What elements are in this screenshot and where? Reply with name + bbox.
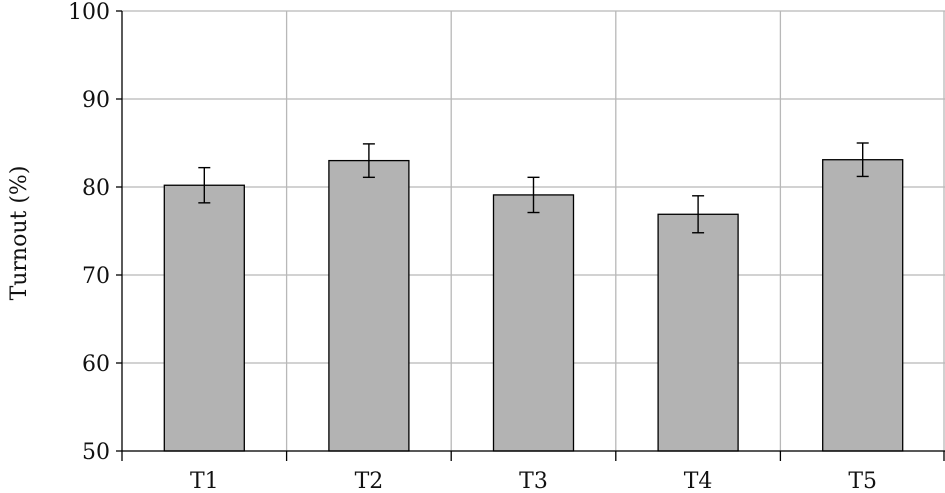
x-tick-label-T5: T5 bbox=[848, 469, 877, 493]
x-tick-label-T2: T2 bbox=[355, 469, 384, 493]
y-tick-label-80: 80 bbox=[82, 176, 110, 201]
bar-T2 bbox=[328, 159, 410, 452]
bar-T3 bbox=[492, 194, 575, 452]
y-tick-label-70: 70 bbox=[82, 264, 110, 289]
y-tick-label-60: 60 bbox=[82, 352, 110, 377]
grid-lines bbox=[122, 10, 945, 452]
x-tick-label-T3: T3 bbox=[519, 469, 548, 493]
y-tick-labels: 50 60 70 80 90 100 bbox=[68, 0, 122, 465]
y-tick-label-100: 100 bbox=[68, 0, 110, 25]
y-tick-label-50: 50 bbox=[82, 440, 110, 465]
bars bbox=[163, 159, 904, 452]
x-tick-label-T4: T4 bbox=[684, 469, 713, 493]
bar-T4 bbox=[657, 213, 739, 452]
bar-T5 bbox=[822, 159, 904, 452]
x-tick-label-T1: T1 bbox=[190, 469, 219, 493]
y-tick-label-90: 90 bbox=[82, 88, 110, 113]
error-bars bbox=[198, 142, 869, 234]
x-tick-labels: T1 T2 T3 T4 T5 bbox=[121, 451, 945, 493]
axes bbox=[121, 11, 945, 452]
bar-T1 bbox=[163, 184, 245, 452]
y-axis-title: Turnout (%) bbox=[7, 166, 32, 301]
